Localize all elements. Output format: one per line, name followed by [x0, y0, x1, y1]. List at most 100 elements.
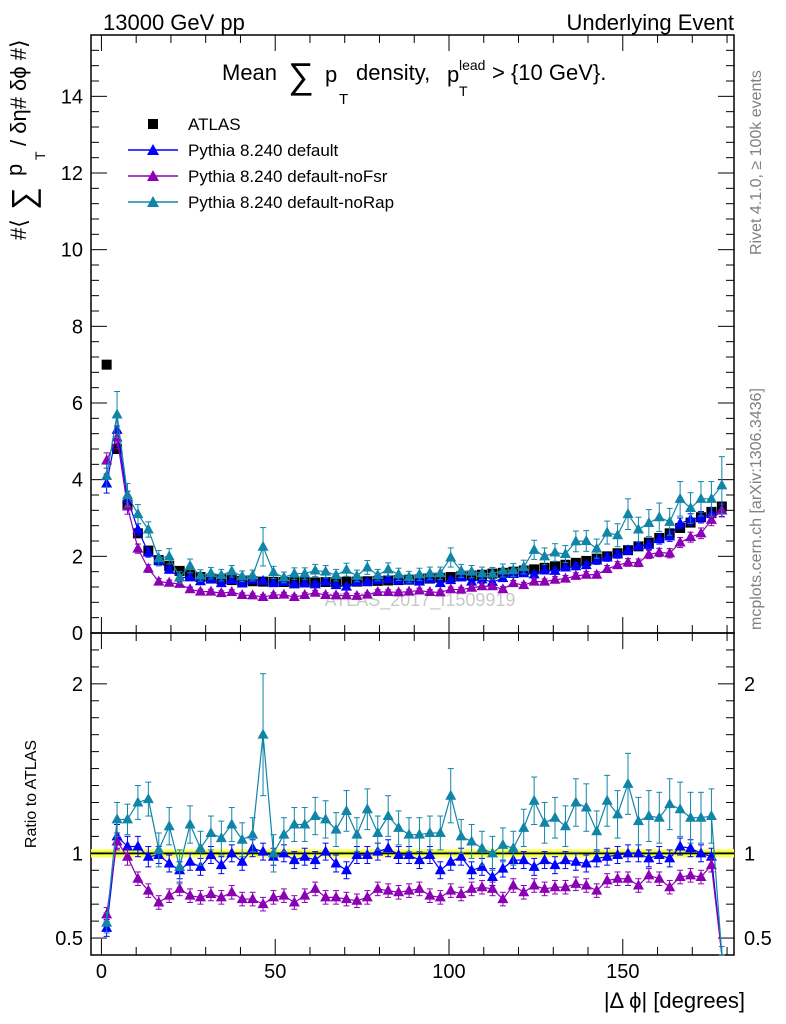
bottom-series-layer [101, 673, 725, 956]
ratio-triangle-point [393, 849, 405, 860]
top-triangle-point [184, 559, 196, 570]
top-triangle-point [455, 583, 467, 594]
top-triangle-point [570, 560, 582, 571]
ratio-triangle-point [424, 826, 436, 837]
ratio-triangle-point [121, 850, 133, 861]
ratio-triangle-point [132, 872, 144, 883]
y-tick-label: 12 [61, 163, 83, 185]
ratio-triangle-point [382, 842, 394, 853]
top-triangle-point [215, 587, 227, 598]
top-series-atlas [101, 359, 727, 588]
top-triangle-point [518, 561, 530, 572]
top-triangle-point [685, 502, 697, 513]
ratio-triangle-point [226, 818, 238, 829]
top-triangle-point [351, 589, 363, 600]
ratio-y-tick-label-right: 2 [744, 674, 755, 696]
ratio-triangle-point [340, 893, 352, 904]
top-triangle-point [236, 570, 248, 581]
ratio-triangle-point [205, 887, 217, 898]
ratio-y-tick-label-right: 1 [744, 843, 755, 865]
ratio-series-pythia-8-240-default-norap [101, 673, 725, 956]
ratio-triangle-point [278, 889, 290, 900]
ratio-triangle-point [559, 820, 571, 831]
ratio-triangle-point [299, 889, 311, 900]
ratio-triangle-point [184, 855, 196, 866]
top-triangle-point [580, 559, 592, 570]
top-triangle-point [382, 563, 394, 574]
ratio-triangle-point [340, 864, 352, 875]
ratio-y-tick-label-left: 2 [72, 674, 83, 696]
top-triangle-point [205, 585, 217, 596]
ratio-triangle-point [372, 845, 384, 856]
x-tick-label: 100 [432, 961, 465, 983]
ratio-triangle-point [580, 879, 592, 890]
top-triangle-point [278, 571, 290, 582]
top-triangle-point [288, 578, 300, 589]
ratio-triangle-point [445, 855, 457, 866]
ratio-triangle-point [486, 871, 498, 882]
top-triangle-point [580, 535, 592, 545]
top-triangle-point [163, 550, 175, 561]
ratio-triangle-point [142, 793, 154, 804]
top-triangle-point [101, 469, 113, 480]
ratio-triangle-point [403, 828, 415, 839]
top-triangle-point [434, 586, 446, 597]
ratio-triangle-point [247, 893, 259, 904]
ratio-triangle-point [215, 891, 227, 902]
ratio-triangle-point [372, 826, 384, 837]
ratio-triangle-point [257, 845, 269, 856]
ratio-triangle-point [413, 882, 425, 893]
ratio-triangle-point [632, 847, 644, 858]
top-triangle-point [382, 572, 394, 583]
ratio-triangle-point [643, 810, 655, 821]
ratio-triangle-point [236, 833, 248, 844]
top-triangle-point [226, 585, 238, 596]
ratio-triangle-point [528, 879, 540, 890]
top-triangle-point [570, 535, 582, 546]
ratio-triangle-point [695, 847, 707, 858]
top-triangle-point [184, 571, 196, 582]
top-triangle-point [466, 575, 478, 586]
top-triangle-point [497, 583, 509, 594]
top-triangle-point [591, 542, 603, 553]
ratio-triangle-point [695, 811, 707, 822]
top-triangle-point [507, 564, 519, 575]
top-triangle-point [455, 564, 467, 575]
top-triangle-point [685, 531, 697, 542]
ratio-triangle-point [632, 879, 644, 890]
ratio-triangle-point [549, 859, 561, 870]
ratio-triangle-point [257, 728, 269, 739]
top-triangle-point [539, 564, 551, 575]
top-triangle-point [351, 569, 363, 580]
ratio-triangle-point [653, 811, 665, 822]
ratio-triangle-point [445, 789, 457, 800]
bottom-axes: 0 50 100 150 0.5 0.5 1 1 2 2 [55, 633, 772, 983]
top-triangle-point [643, 548, 655, 559]
top-triangle-point [476, 567, 488, 578]
ratio-series-pythia-8-240-default-nofsr [101, 832, 725, 956]
ratio-triangle-point [476, 860, 488, 871]
top-triangle-point [507, 577, 519, 588]
title-plead-p: p [447, 62, 459, 87]
ratio-triangle-point [622, 872, 634, 883]
ratio-triangle-point [507, 879, 519, 890]
ratio-triangle-point [424, 889, 436, 900]
top-triangle-point [559, 548, 571, 559]
ratio-triangle-point [455, 830, 467, 841]
top-triangle-point [153, 552, 165, 563]
top-triangle-point [622, 544, 634, 555]
top-triangle-point [111, 408, 123, 419]
top-triangle-point [445, 551, 457, 562]
top-atlas-point [174, 565, 185, 576]
top-triangle-point [612, 559, 624, 570]
top-triangle-point [424, 567, 436, 578]
ratio-triangle-point [434, 864, 446, 875]
top-triangle-point [142, 546, 154, 557]
top-triangle-point [309, 586, 321, 597]
ratio-triangle-point [194, 842, 206, 853]
y-tick-label: 14 [61, 86, 83, 108]
ratio-triangle-point [320, 891, 332, 902]
ratio-triangle-point [705, 810, 717, 821]
ratio-triangle-point [434, 826, 446, 837]
